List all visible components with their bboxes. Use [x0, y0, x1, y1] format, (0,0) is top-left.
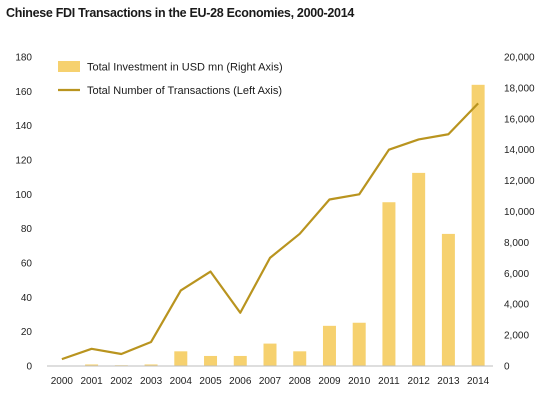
y-left-tick-label: 100 — [15, 190, 32, 201]
bar-2014 — [471, 84, 485, 366]
y-right-tick-label: 14,000 — [504, 145, 535, 156]
bar-2001 — [85, 364, 99, 366]
bar-2009 — [322, 325, 336, 366]
bar-2005 — [204, 355, 218, 366]
y-right-tick-label: 10,000 — [504, 207, 535, 218]
x-tick-label: 2000 — [51, 376, 74, 387]
y-right-tick-label: 2,000 — [504, 331, 529, 342]
y-right-tick-label: 16,000 — [504, 114, 535, 125]
x-tick-label: 2006 — [229, 376, 252, 387]
x-tick-label: 2003 — [140, 376, 163, 387]
y-left-tick-label: 180 — [15, 53, 32, 64]
x-tick-label: 2014 — [467, 376, 490, 387]
bar-2010 — [352, 322, 366, 366]
x-tick-label: 2012 — [408, 376, 431, 387]
y-left-tick-label: 20 — [21, 327, 33, 338]
bar-2013 — [441, 233, 455, 366]
y-right-tick-label: 4,000 — [504, 300, 529, 311]
x-tick-label: 2007 — [259, 376, 282, 387]
x-tick-label: 2011 — [378, 376, 400, 387]
y-right-tick-label: 6,000 — [504, 269, 529, 280]
y-left-tick-label: 0 — [26, 362, 32, 373]
bar-2012 — [412, 172, 426, 366]
x-tick-label: 2010 — [348, 376, 371, 387]
x-tick-label: 2013 — [437, 376, 460, 387]
bar-2011 — [382, 202, 396, 366]
bar-2008 — [293, 351, 307, 366]
bar-2007 — [263, 343, 277, 366]
x-tick-label: 2008 — [289, 376, 312, 387]
x-tick-label: 2004 — [170, 376, 193, 387]
chart-title: Chinese FDI Transactions in the EU-28 Ec… — [6, 6, 355, 20]
y-right-tick-label: 20,000 — [504, 53, 535, 64]
y-right-tick-label: 8,000 — [504, 238, 529, 249]
bar-2003 — [144, 364, 158, 366]
y-right-tick-label: 18,000 — [504, 83, 535, 94]
x-tick-label: 2001 — [80, 376, 103, 387]
y-left-tick-label: 60 — [21, 259, 33, 270]
bar-2006 — [233, 355, 247, 366]
bar-2004 — [174, 351, 188, 366]
y-right-tick-label: 0 — [504, 362, 510, 373]
legend-swatch-investment — [58, 61, 80, 72]
y-left-tick-label: 140 — [15, 121, 32, 132]
x-tick-label: 2009 — [318, 376, 341, 387]
legend-label-investment: Total Investment in USD mn (Right Axis) — [87, 62, 283, 74]
y-left-tick-label: 40 — [21, 293, 33, 304]
y-left-tick-label: 120 — [15, 156, 32, 167]
legend-label-transactions: Total Number of Transactions (Left Axis) — [87, 85, 282, 97]
x-tick-label: 2005 — [199, 376, 222, 387]
y-right-tick-label: 12,000 — [504, 176, 535, 187]
y-left-tick-label: 80 — [21, 224, 33, 235]
x-tick-label: 2002 — [110, 376, 133, 387]
y-left-tick-label: 160 — [15, 87, 32, 98]
